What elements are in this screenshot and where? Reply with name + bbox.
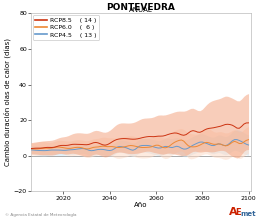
- Text: E: E: [235, 208, 241, 217]
- Text: met: met: [240, 211, 256, 217]
- Text: © Agencia Estatal de Meteorología: © Agencia Estatal de Meteorología: [5, 213, 77, 217]
- Title: PONTEVEDRA: PONTEVEDRA: [107, 3, 176, 12]
- Text: ANUAL: ANUAL: [129, 7, 153, 13]
- Y-axis label: Cambio duración olas de calor (días): Cambio duración olas de calor (días): [3, 38, 11, 166]
- Text: A: A: [229, 207, 237, 217]
- X-axis label: Año: Año: [134, 202, 148, 208]
- Legend: RCP8.5    ( 14 ), RCP6.0    (  6 ), RCP4.5    ( 13 ): RCP8.5 ( 14 ), RCP6.0 ( 6 ), RCP4.5 ( 13…: [33, 15, 99, 40]
